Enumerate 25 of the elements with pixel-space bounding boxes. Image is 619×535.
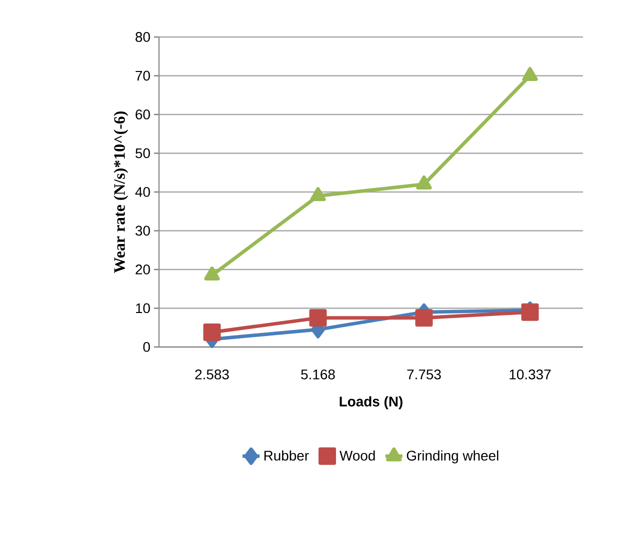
legend-label: Rubber <box>264 450 309 461</box>
legend-label: Wood <box>340 450 375 461</box>
y-axis-title: Wear rate (N/s)*10^(-6) <box>114 111 128 273</box>
x-tick-label: 10.337 <box>510 369 551 380</box>
y-tick-label: 70 <box>136 70 150 81</box>
point <box>204 266 220 281</box>
x-tick-label: 2.583 <box>195 369 229 380</box>
x-tick-label: 7.753 <box>407 369 441 380</box>
y-tick-label: 10 <box>136 303 150 314</box>
point <box>416 175 432 190</box>
point <box>203 324 221 342</box>
y-tick-label: 0 <box>143 342 150 352</box>
x-tick-label: 5.168 <box>301 369 335 380</box>
point <box>522 66 538 81</box>
point <box>309 309 327 327</box>
point <box>415 309 433 327</box>
y-tick-label: 60 <box>136 110 150 120</box>
y-tick-label: 80 <box>136 32 150 42</box>
y-tick-label: 40 <box>135 187 150 197</box>
y-tick-label: 20 <box>136 264 150 274</box>
legend-label: Grinding wheel <box>406 450 498 464</box>
y-tick-label: 50 <box>136 148 150 158</box>
y-tick-label: 30 <box>136 226 150 236</box>
point <box>310 187 326 202</box>
x-axis-title: Loads (N) <box>340 396 402 410</box>
